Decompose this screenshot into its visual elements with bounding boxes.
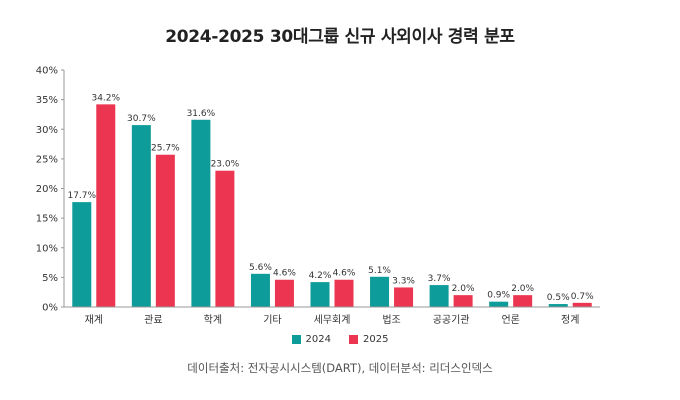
legend-swatch-2025 bbox=[349, 335, 358, 344]
bar-2024 bbox=[250, 273, 270, 307]
bar-2025 bbox=[394, 287, 414, 307]
data-label-2024: 4.2% bbox=[309, 271, 332, 281]
data-label-2025: 2.0% bbox=[511, 284, 534, 294]
bar-2025 bbox=[453, 295, 473, 307]
chart-title: 2024-2025 30대그룹 신규 사외이사 경력 분포 bbox=[165, 27, 515, 47]
y-axis: 0% 5% 10% 15% 20% 25% 30% 35% 40% bbox=[36, 66, 65, 314]
x-tick-label: 정계 bbox=[561, 314, 579, 326]
y-tick-label: 5% bbox=[42, 273, 58, 284]
x-tick-label: 공공기관 bbox=[433, 314, 470, 326]
x-tick-label: 법조 bbox=[382, 314, 400, 326]
data-label-2025: 23.0% bbox=[211, 160, 240, 170]
data-label-2025: 0.7% bbox=[571, 292, 594, 302]
bar-2024 bbox=[548, 304, 568, 307]
bar-2024 bbox=[489, 301, 509, 307]
legend-swatch-2024 bbox=[291, 335, 301, 344]
legend-label-2025: 2025 bbox=[363, 334, 389, 345]
source-note: 데이터출처: 전자공시시스템(DART), 데이터분석: 리더스인덱스 bbox=[187, 361, 493, 375]
data-label-2024: 30.7% bbox=[127, 114, 156, 124]
bar-2025 bbox=[334, 279, 354, 307]
bar-2024 bbox=[429, 285, 449, 307]
bar-2025 bbox=[155, 154, 175, 307]
data-label-2024: 31.6% bbox=[187, 109, 216, 119]
bar-2025 bbox=[572, 302, 592, 307]
bar-2024 bbox=[191, 119, 211, 308]
legend: 2024 2025 bbox=[0, 334, 680, 345]
bar-2024 bbox=[370, 276, 390, 307]
y-tick-label: 40% bbox=[36, 66, 58, 77]
bar-2025 bbox=[215, 170, 235, 307]
bar-2025 bbox=[274, 279, 294, 307]
y-tick-label: 10% bbox=[36, 243, 58, 254]
data-label-2025: 4.6% bbox=[273, 269, 296, 279]
bar-2024 bbox=[72, 202, 92, 307]
x-axis: 재계 관료 학계 기타 세무회계 법조 공공기관 언론 정계 bbox=[64, 306, 600, 326]
y-tick-label: 30% bbox=[36, 125, 58, 136]
legend-item-2024: 2024 bbox=[291, 334, 331, 345]
bar-2024 bbox=[131, 125, 151, 307]
x-tick-label: 기타 bbox=[263, 314, 281, 326]
data-label-2024: 0.5% bbox=[547, 293, 570, 303]
data-label-2024: 3.7% bbox=[428, 274, 451, 284]
bars-group: 17.7%34.2%30.7%25.7%31.6%23.0%5.6%4.6% 4.… bbox=[67, 93, 594, 308]
x-tick-label: 세무회계 bbox=[314, 314, 351, 326]
data-label-2024: 5.6% bbox=[249, 263, 272, 273]
y-tick-label: 35% bbox=[36, 95, 58, 106]
data-label-2024: 5.1% bbox=[368, 266, 391, 276]
data-label-2025: 3.3% bbox=[392, 276, 415, 286]
data-label-2024: 0.9% bbox=[487, 291, 510, 301]
legend-item-2025: 2025 bbox=[349, 334, 388, 345]
x-tick-label: 관료 bbox=[144, 314, 162, 326]
y-tick-label: 0% bbox=[42, 303, 58, 314]
y-tick-label: 15% bbox=[36, 214, 58, 225]
bar-2025 bbox=[513, 295, 533, 307]
data-label-2025: 34.2% bbox=[91, 93, 120, 103]
y-tick-label: 25% bbox=[36, 154, 58, 165]
y-tick-label: 20% bbox=[36, 184, 58, 195]
x-tick-label: 언론 bbox=[501, 314, 519, 326]
data-label-2024: 17.7% bbox=[67, 191, 96, 201]
x-tick-label: 재계 bbox=[85, 314, 103, 326]
bar-2024 bbox=[310, 282, 330, 307]
data-label-2025: 4.6% bbox=[333, 269, 356, 279]
bar-2025 bbox=[96, 104, 116, 308]
x-tick-label: 학계 bbox=[204, 314, 222, 326]
data-label-2025: 25.7% bbox=[151, 144, 180, 154]
legend-label-2024: 2024 bbox=[305, 334, 331, 345]
data-label-2025: 2.0% bbox=[452, 284, 475, 294]
